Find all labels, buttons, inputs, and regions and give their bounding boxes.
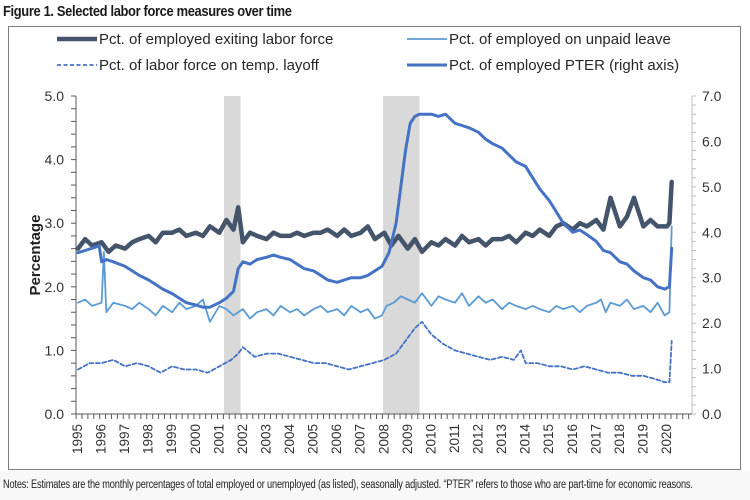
x-tick-label: 2016 bbox=[565, 424, 580, 454]
figure-title: Figure 1. Selected labor force measures … bbox=[3, 3, 292, 20]
figure-notes: Notes: Estimates are the monthly percent… bbox=[3, 479, 693, 491]
y2-tick-label: 2.0 bbox=[702, 315, 722, 331]
x-tick-label: 2011 bbox=[447, 424, 462, 453]
y2-tick-label: 5.0 bbox=[702, 179, 722, 195]
series-line-pct-of-employed-exiting-labor-force bbox=[75, 179, 674, 255]
y-tick-label: 1.0 bbox=[45, 342, 65, 358]
x-tick-label: 2015 bbox=[541, 424, 556, 454]
series-line-pct-of-employed-pter-right-axis bbox=[76, 112, 674, 309]
axes: 0.0 1.0 2.0 3.0 4.0 5.0 0.0 1.0 2.0 3.0 4.0 5.0 6.0 7… bbox=[45, 88, 722, 454]
recession-band bbox=[224, 96, 241, 414]
x-tick-label: 2019 bbox=[635, 424, 650, 454]
x-tick-label: 1997 bbox=[117, 424, 132, 454]
y2-tick-label: 3.0 bbox=[702, 270, 722, 286]
chart-frame bbox=[8, 26, 741, 470]
series-line-pct-of-employed-on-unpaid-leave bbox=[77, 225, 673, 323]
x-tick-label: 2001 bbox=[211, 424, 226, 454]
x-tick-label: 2012 bbox=[471, 424, 486, 454]
series-lines bbox=[75, 112, 674, 384]
y2-tick-label: 1.0 bbox=[702, 361, 722, 377]
legend: Pct. of employed exiting labor force Pct.… bbox=[57, 31, 679, 74]
y-tick-label: 5.0 bbox=[45, 88, 65, 104]
x-tick-label: 1999 bbox=[164, 424, 179, 454]
x-tick-label: 2014 bbox=[518, 424, 533, 455]
y2-tick-label: 6.0 bbox=[702, 133, 722, 149]
legend-label: Pct. of labor force on temp. layoff bbox=[99, 57, 320, 74]
x-tick-label: 2002 bbox=[235, 424, 250, 454]
y-tick-label: 2.0 bbox=[45, 279, 65, 295]
x-tick-label: 2009 bbox=[400, 424, 415, 454]
x-tick-label: 2004 bbox=[282, 424, 297, 455]
y-tick-label: 3.0 bbox=[45, 215, 65, 231]
x-tick-label: 2000 bbox=[188, 424, 203, 454]
x-tick-label: 2007 bbox=[353, 424, 368, 454]
x-tick-label: 2010 bbox=[423, 424, 438, 454]
y-tick-label: 0.0 bbox=[45, 406, 65, 422]
y2-tick-label: 4.0 bbox=[702, 224, 722, 240]
x-tick-label: 1998 bbox=[141, 424, 156, 454]
x-tick-label: 1995 bbox=[70, 424, 85, 454]
y-axis-label: Percentage bbox=[27, 215, 44, 296]
y2-tick-label: 7.0 bbox=[702, 88, 722, 104]
chart: 0.0 1.0 2.0 3.0 4.0 5.0 0.0 1.0 2.0 3.0 4.0 5.0 6.0 7… bbox=[27, 31, 722, 454]
legend-label: Pct. of employed PTER (right axis) bbox=[449, 57, 679, 74]
x-tick-label: 2005 bbox=[306, 424, 321, 454]
y-tick-label: 4.0 bbox=[45, 152, 65, 168]
notes-background bbox=[0, 471, 750, 500]
recession-bands bbox=[224, 96, 420, 414]
x-tick-label: 2008 bbox=[376, 424, 391, 454]
x-tick-label: 2013 bbox=[494, 424, 509, 454]
legend-label: Pct. of employed on unpaid leave bbox=[449, 31, 671, 48]
x-tick-label: 2020 bbox=[659, 424, 674, 454]
x-tick-label: 2006 bbox=[329, 424, 344, 454]
x-tick-label: 2018 bbox=[612, 424, 627, 454]
series-line-pct-of-labor-force-on-temp-layoff bbox=[77, 320, 673, 384]
x-tick-label: 2003 bbox=[258, 424, 273, 454]
y2-tick-label: 0.0 bbox=[702, 406, 722, 422]
legend-label: Pct. of employed exiting labor force bbox=[99, 31, 333, 48]
x-tick-label: 2017 bbox=[588, 424, 603, 454]
x-tick-label: 1996 bbox=[94, 424, 109, 454]
